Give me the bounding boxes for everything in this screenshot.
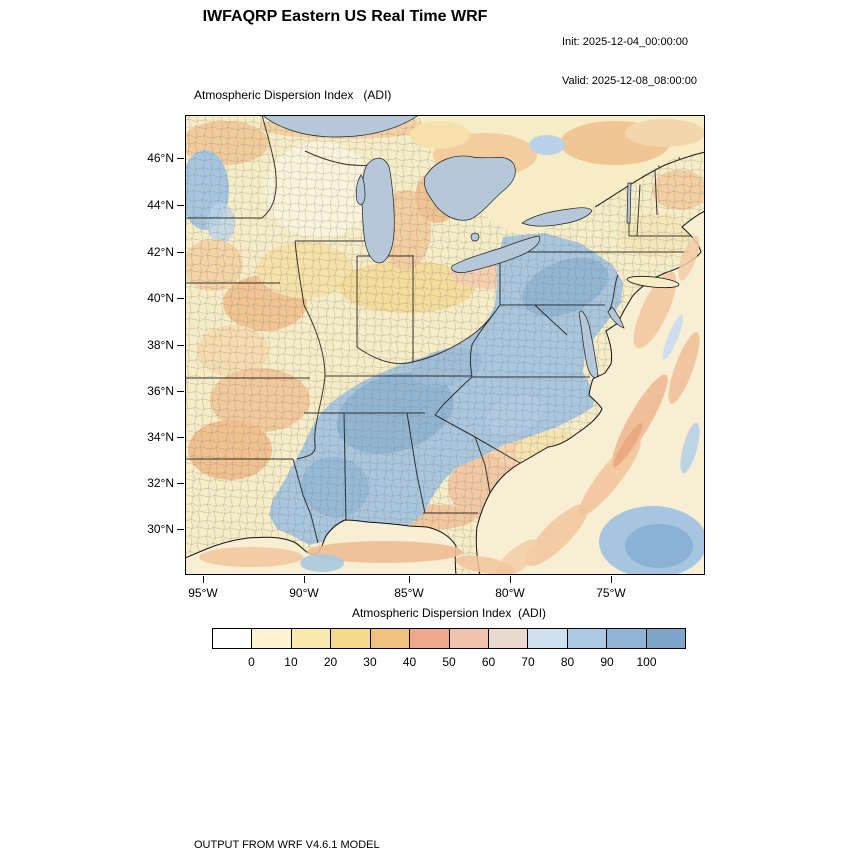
lake-superior xyxy=(261,115,420,138)
colorbar-tick-label: 100 xyxy=(636,655,657,669)
lat-tick-mark xyxy=(177,158,184,159)
colorbar-cell xyxy=(290,628,332,649)
colorbar-cell xyxy=(566,628,608,649)
long-island xyxy=(626,275,680,289)
colorbar-cell xyxy=(212,628,253,649)
lake-ontario xyxy=(521,207,593,227)
colorbar-tick-label: 10 xyxy=(284,655,298,669)
colorbar-tick-row: 0 10 20 30 40 50 60 70 80 90 100 xyxy=(212,655,686,671)
lat-tick-label: 36°N xyxy=(147,384,174,398)
colorbar-cell xyxy=(330,628,371,649)
footer-block: OUTPUT FROM WRF V4.6.1 MODEL WE = 310 ; … xyxy=(194,810,627,850)
lon-tick-label: 80°W xyxy=(495,586,525,600)
lat-tick-mark xyxy=(177,483,184,484)
footer-model-line: OUTPUT FROM WRF V4.6.1 MODEL xyxy=(194,839,380,850)
state-borders xyxy=(185,115,693,544)
init-time: Init: 2025-12-04_00:00:00 xyxy=(562,36,688,48)
colorbar-cell xyxy=(369,628,411,649)
lat-tick-label: 38°N xyxy=(147,338,174,352)
colorbar-cell xyxy=(527,628,568,649)
colorbar-tick-label: 30 xyxy=(363,655,377,669)
lon-tick-label: 95°W xyxy=(188,586,218,600)
colorbar-tick-label: 40 xyxy=(402,655,417,669)
colorbar-title: Atmospheric Dispersion Index (ADI) xyxy=(351,606,547,620)
lat-tick-mark xyxy=(177,298,184,299)
lat-tick-mark xyxy=(177,391,184,392)
colorbar-tick-label: 0 xyxy=(248,655,255,669)
colorbar-cell xyxy=(448,628,489,649)
lake-champlain xyxy=(626,182,632,224)
plot-title: IWFAQRP Eastern US Real Time WRF xyxy=(202,8,488,25)
colorbar-cell xyxy=(251,628,292,649)
colorbar-tick-label: 70 xyxy=(521,655,535,669)
valid-time: Valid: 2025-12-08_08:00:00 xyxy=(562,75,697,87)
lon-tick-label: 85°W xyxy=(394,586,424,600)
colorbar-tick-label: 20 xyxy=(323,655,338,669)
lake-huron xyxy=(423,155,516,221)
lat-tick-label: 40°N xyxy=(147,291,174,305)
colorbar xyxy=(212,628,687,649)
lake-st-clair xyxy=(470,232,480,242)
colorbar-tick-label: 80 xyxy=(560,655,575,669)
colorbar-tick-label: 90 xyxy=(600,655,614,669)
great-lakes xyxy=(261,115,632,378)
lon-tick-mark xyxy=(409,576,410,583)
lat-tick-mark xyxy=(177,205,184,206)
colorbar-cell xyxy=(645,628,687,649)
lon-tick-label: 90°W xyxy=(289,586,319,600)
init-valid-block: Init: 2025-12-04_00:00:00 Valid: 2025-12… xyxy=(562,10,697,114)
lat-tick-label: 46°N xyxy=(147,151,174,165)
lat-tick-label: 44°N xyxy=(147,198,174,212)
lat-tick-label: 30°N xyxy=(147,522,174,536)
ocean-adi-streaks xyxy=(199,235,705,575)
lat-tick-mark xyxy=(177,345,184,346)
lat-tick-label: 32°N xyxy=(147,476,174,490)
lat-tick-mark xyxy=(177,437,184,438)
lake-michigan xyxy=(361,157,395,264)
colorbar-tick-label: 60 xyxy=(481,655,496,669)
chesapeake-bay xyxy=(578,310,599,378)
lon-tick-mark xyxy=(510,576,511,583)
map-border xyxy=(185,115,705,575)
colorbar-cell xyxy=(606,628,647,649)
map-frame: 46°N 44°N 42°N 40°N 38°N 36°N 34°N 32°N … xyxy=(147,115,705,600)
field-label: Atmospheric Dispersion Index (ADI) xyxy=(194,88,392,102)
colorbar-cell xyxy=(487,628,529,649)
lon-tick-mark xyxy=(203,576,204,583)
lat-tick-label: 34°N xyxy=(147,430,174,444)
colorbar-cell xyxy=(409,628,450,649)
delaware-bay xyxy=(607,306,625,329)
lon-tick-mark xyxy=(611,576,612,583)
lat-tick-mark xyxy=(177,252,184,253)
green-bay xyxy=(355,174,366,205)
lon-tick-mark xyxy=(304,576,305,583)
colorbar-tick-label: 50 xyxy=(442,655,456,669)
map-plot xyxy=(185,115,705,575)
lat-tick-label: 42°N xyxy=(147,245,174,259)
lon-tick-label: 75°W xyxy=(596,586,626,600)
st-lawrence-border xyxy=(594,151,705,208)
lat-tick-mark xyxy=(177,529,184,530)
lake-erie xyxy=(451,235,541,273)
